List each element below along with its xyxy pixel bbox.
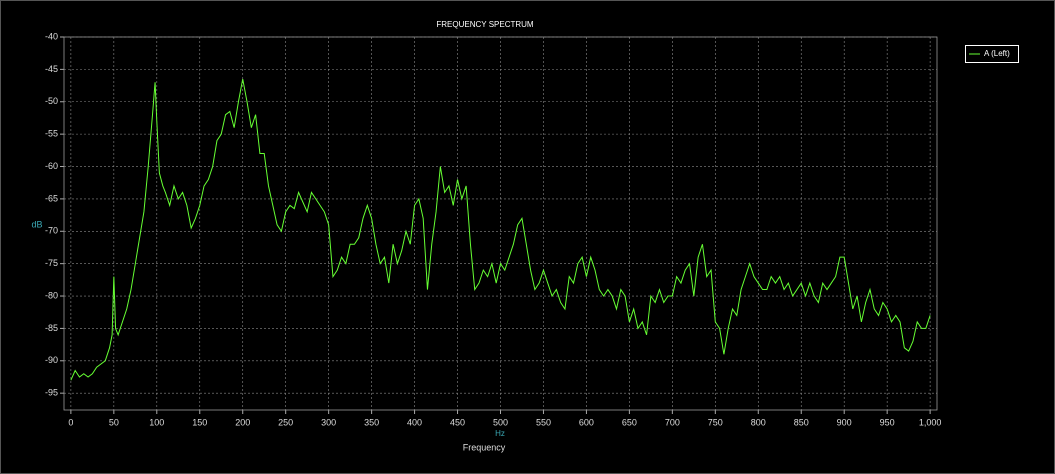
x-tick-label: 700: [665, 417, 680, 427]
data-line: [70, 78, 931, 381]
y-tick-label: -95: [45, 388, 58, 398]
y-tick-label: -85: [45, 323, 58, 333]
y-tick-label: -90: [45, 355, 58, 365]
y-tick-label: -60: [45, 161, 58, 171]
plot-border: [63, 36, 938, 411]
x-tick-label: 500: [493, 417, 508, 427]
x-tick-label: 600: [579, 417, 594, 427]
x-tick-label: 0: [68, 417, 73, 427]
y-tick-label: -45: [45, 64, 58, 74]
x-tick-label: 950: [880, 417, 895, 427]
y-tick-label: -70: [45, 226, 58, 236]
x-tick-label: 750: [708, 417, 723, 427]
x-tick-label: 550: [536, 417, 551, 427]
x-tick-label: 50: [109, 417, 119, 427]
y-tick-label: -75: [45, 258, 58, 268]
y-tick-label: -65: [45, 193, 58, 203]
y-tick-label: -55: [45, 129, 58, 139]
chart-title: FREQUENCY SPECTRUM: [436, 20, 534, 29]
x-tick-label: 1,000: [919, 417, 942, 427]
x-tick-label: 450: [450, 417, 465, 427]
x-axis-unit: Hz: [495, 429, 505, 438]
x-tick-label: 150: [192, 417, 207, 427]
x-tick-label: 100: [149, 417, 164, 427]
x-tick-label: 650: [622, 417, 637, 427]
x-tick-label: 350: [364, 417, 379, 427]
x-tick-label: 300: [321, 417, 336, 427]
x-axis-label: Frequency: [463, 442, 506, 452]
x-tick-label: 800: [751, 417, 766, 427]
legend-label: A (Left): [984, 49, 1010, 58]
legend: [965, 45, 1019, 63]
y-tick-label: -80: [45, 290, 58, 300]
x-tick-label: 200: [235, 417, 250, 427]
y-tick-label: -50: [45, 96, 58, 106]
x-tick-label: 850: [794, 417, 809, 427]
y-tick-label: -40: [45, 31, 58, 41]
y-axis-label: dB: [31, 219, 42, 229]
x-tick-label: 250: [278, 417, 293, 427]
x-tick-label: 400: [407, 417, 422, 427]
x-tick-label: 900: [837, 417, 852, 427]
